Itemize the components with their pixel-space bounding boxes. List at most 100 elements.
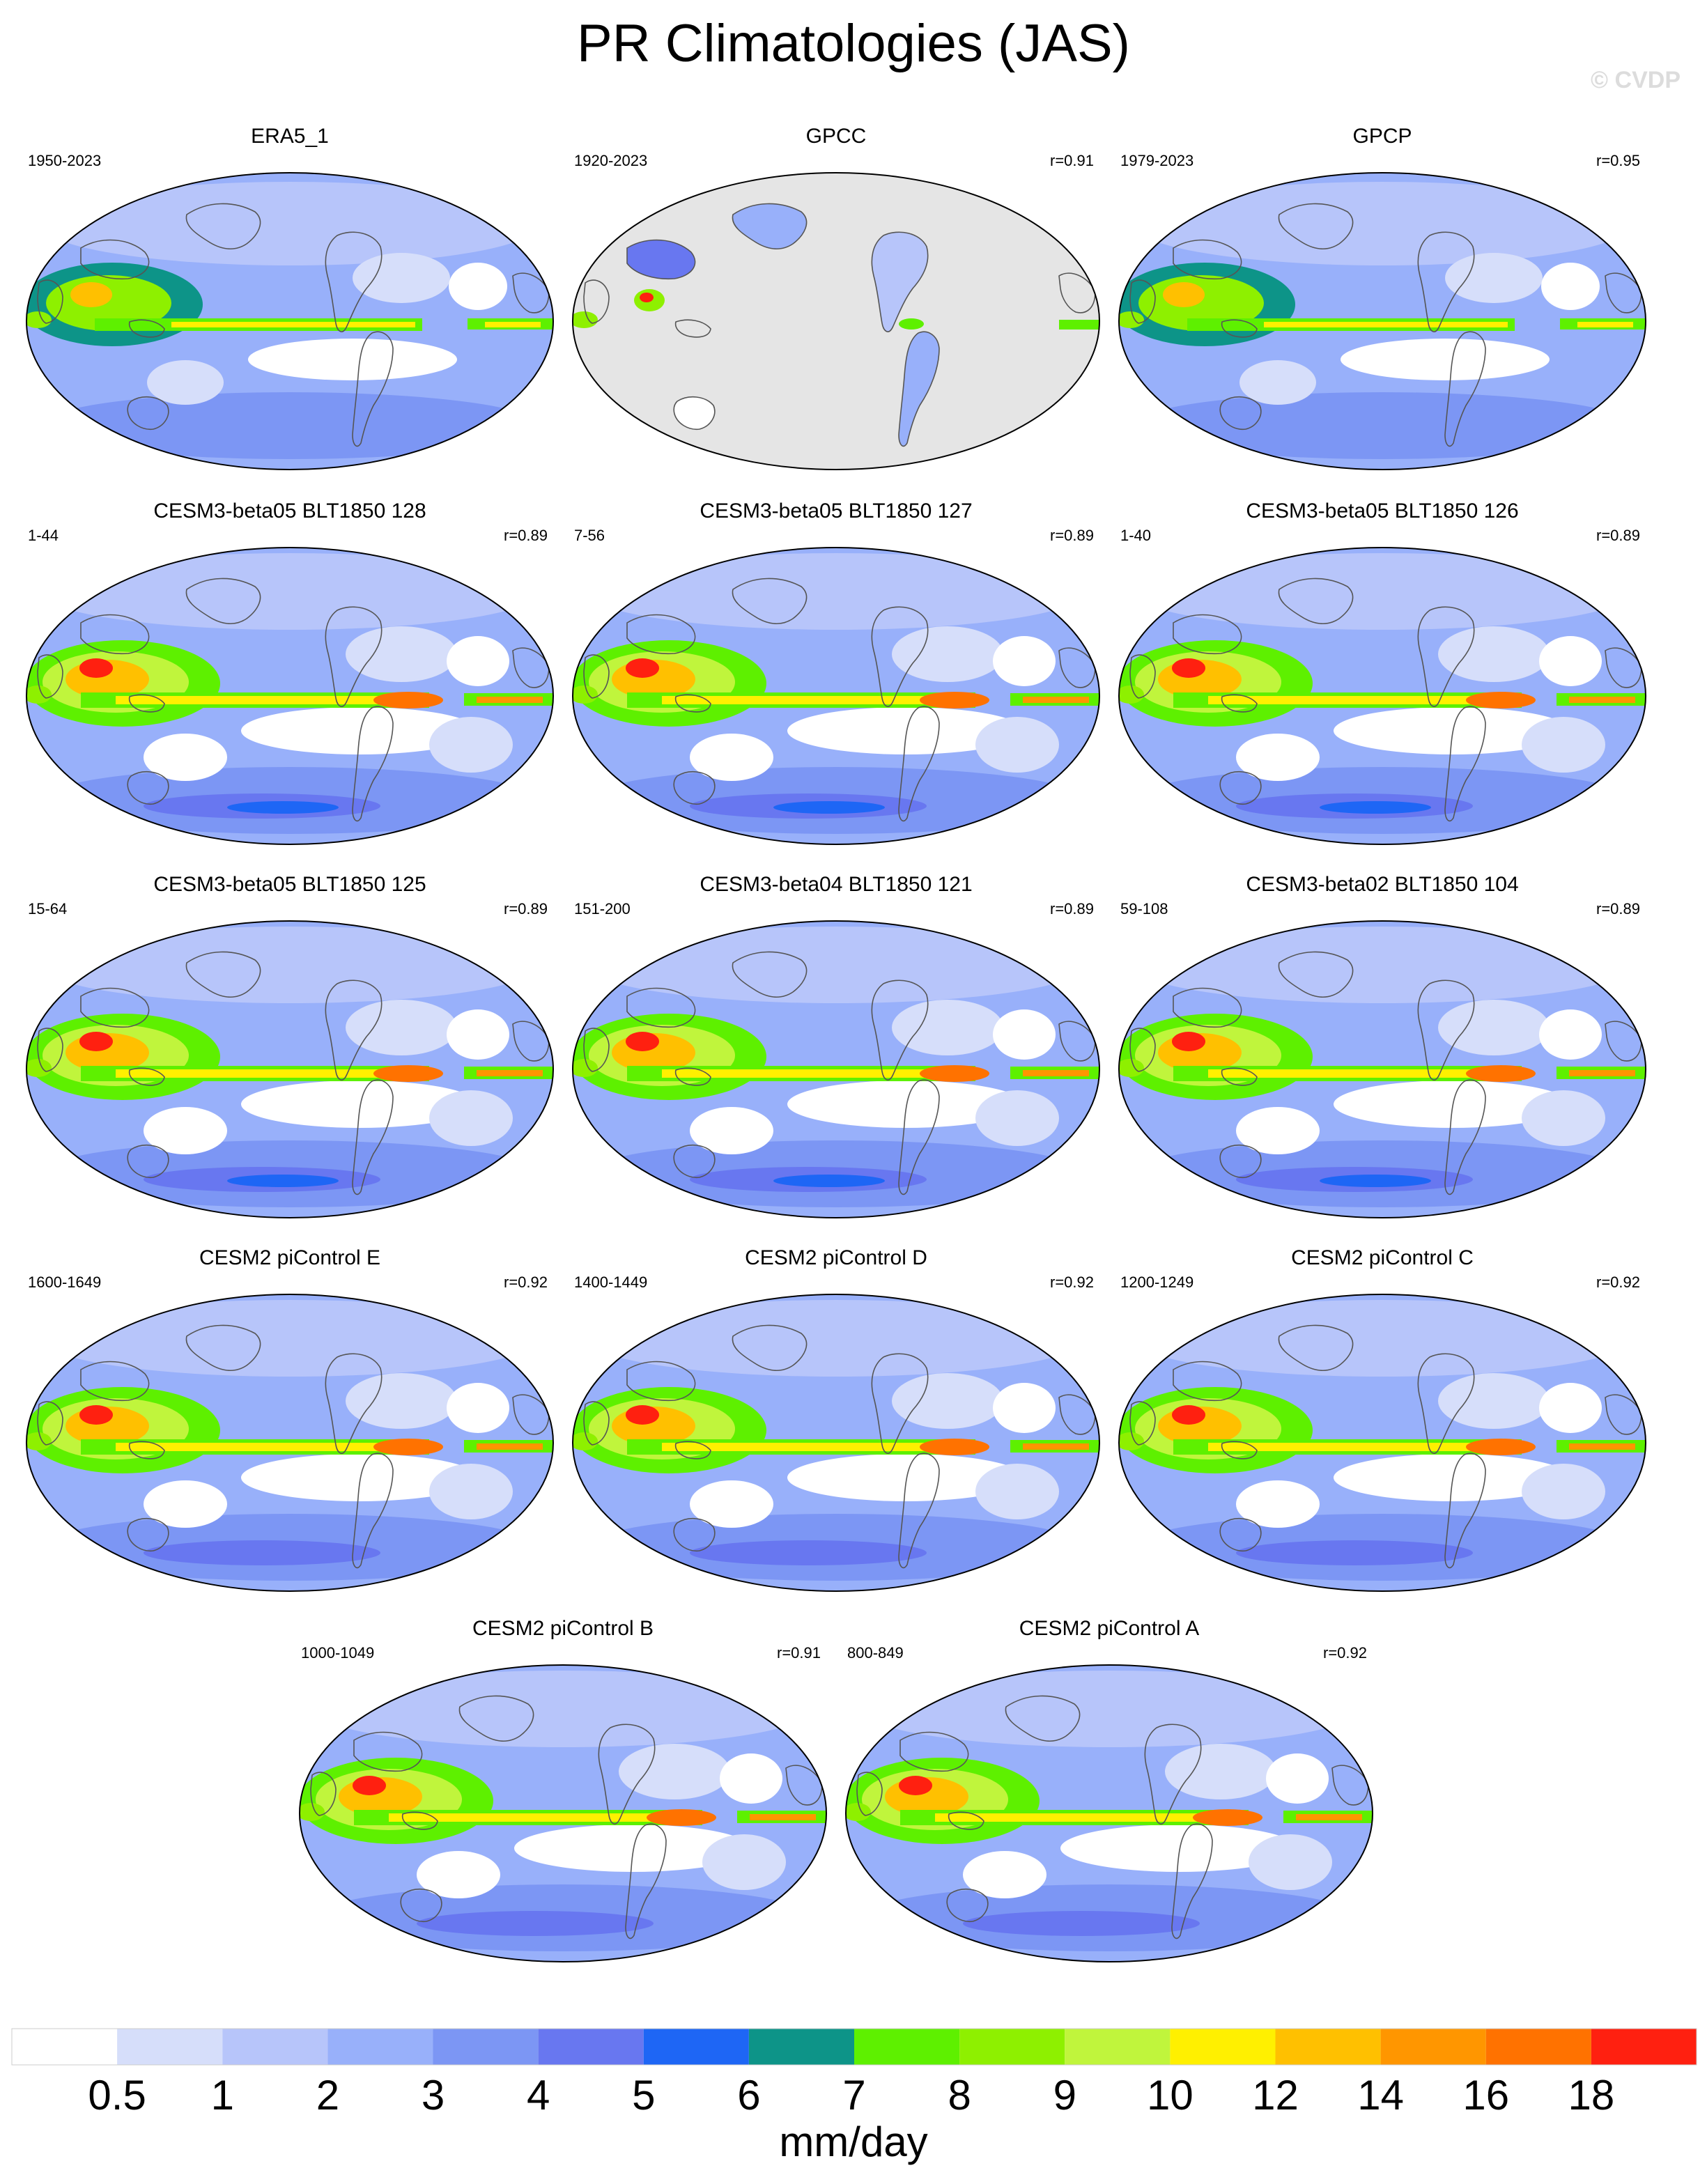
precip-map	[572, 1294, 1100, 1592]
colorbar-tick-label: 4	[527, 2072, 550, 2118]
panel-title: CESM2 piControl A	[1019, 1617, 1200, 1640]
panel-title: CESM3-beta02 BLT1850 104	[1246, 873, 1519, 896]
page-title: PR Climatologies (JAS)	[577, 14, 1130, 73]
map-panel: ERA5_1 1950-2023	[25, 124, 555, 472]
panel-correlation: r=0.91	[777, 1644, 821, 1662]
colorbar-swatch	[538, 2029, 644, 2065]
map-panel: CESM3-beta05 BLT1850 127 7-56 r=0.89	[571, 499, 1101, 847]
map-field	[26, 173, 553, 470]
colorbar-swatch	[643, 2029, 749, 2065]
precip-map	[26, 547, 554, 845]
map-panel: CESM3-beta05 BLT1850 128 1-44 r=0.89	[25, 499, 555, 847]
panel-title: CESM2 piControl C	[1291, 1246, 1474, 1269]
panel-years: 1-40	[1120, 527, 1152, 544]
colorbar-swatch	[12, 2029, 118, 2065]
map-field	[573, 921, 1099, 1218]
map-outline	[1118, 547, 1646, 845]
panel-correlation: r=0.92	[1050, 1273, 1094, 1291]
colorbar-tick-label: 12	[1252, 2072, 1299, 2118]
panel-years: 1920-2023	[574, 152, 648, 169]
map-outline	[572, 920, 1100, 1218]
panel-title: CESM3-beta05 BLT1850 125	[153, 873, 426, 896]
colorbar: 0.5 1 2 3 4 5 6 7 8 9 10 12 14 16 18	[11, 2028, 1697, 2118]
panel-title: CESM3-beta05 BLT1850 128	[153, 499, 426, 522]
panel-correlation: r=0.89	[504, 527, 548, 544]
panel-years: 151-200	[574, 900, 631, 917]
panel-title: GPCC	[805, 125, 867, 148]
map-outline	[1118, 1294, 1646, 1592]
colorbar-swatch	[1065, 2029, 1171, 2065]
panel-correlation: r=0.92	[1596, 1273, 1640, 1291]
map-panel: CESM3-beta05 BLT1850 125 15-64 r=0.89	[25, 872, 555, 1221]
map-outline	[299, 1664, 827, 1962]
colorbar-tick-label: 6	[737, 2072, 760, 2118]
panel-years: 1200-1249	[1120, 1273, 1194, 1291]
colorbar-tick-label: 16	[1462, 2072, 1509, 2118]
map-outline	[572, 1294, 1100, 1592]
colorbar-tick-label: 14	[1357, 2072, 1404, 2118]
colorbar-swatch	[1170, 2029, 1276, 2065]
panel-correlation: r=0.95	[1596, 152, 1640, 169]
colorbar-tick-label: 0.5	[88, 2072, 146, 2118]
precip-map	[572, 172, 1100, 470]
precip-map	[26, 1294, 554, 1592]
colorbar-tick-label: 7	[842, 2072, 865, 2118]
map-field	[573, 1294, 1099, 1591]
colorbar-swatch	[959, 2029, 1065, 2065]
map-outline	[572, 547, 1100, 845]
watermark: © CVDP	[1591, 67, 1681, 93]
panel-title: CESM2 piControl B	[472, 1617, 654, 1640]
map-outline	[26, 920, 554, 1218]
panel-years: 59-108	[1120, 900, 1168, 917]
panel-years: 1979-2023	[1120, 152, 1194, 169]
precip-map	[1118, 172, 1646, 470]
map-panel: CESM2 piControl B 1000-1049 r=0.91	[298, 1616, 828, 1965]
panel-correlation: r=0.92	[504, 1273, 548, 1291]
panel-years: 1-44	[28, 527, 59, 544]
colorbar-swatch	[433, 2029, 539, 2065]
map-panel: CESM2 piControl C 1200-1249 r=0.92	[1118, 1246, 1647, 1594]
colorbar-swatch	[748, 2029, 855, 2065]
panel-title: GPCP	[1352, 125, 1412, 148]
panel-correlation: r=0.89	[1050, 900, 1094, 917]
map-field	[573, 173, 1099, 470]
map-panel: CESM3-beta04 BLT1850 121 151-200 r=0.89	[571, 872, 1101, 1221]
panel-title: CESM3-beta04 BLT1850 121	[700, 873, 973, 896]
map-field	[1119, 548, 1646, 844]
precip-map	[26, 172, 554, 470]
panel-correlation: r=0.91	[1050, 152, 1094, 169]
panel-title: CESM3-beta05 BLT1850 126	[1246, 499, 1519, 522]
colorbar-tick-label: 8	[948, 2072, 971, 2118]
panel-years: 1950-2023	[28, 152, 102, 169]
panel-correlation: r=0.92	[1323, 1644, 1367, 1662]
panel-years: 1400-1449	[574, 1273, 648, 1291]
colorbar-swatch	[117, 2029, 223, 2065]
map-panel: CESM3-beta02 BLT1850 104 59-108 r=0.89	[1118, 872, 1647, 1221]
map-panel: CESM2 piControl E 1600-1649 r=0.92	[25, 1246, 555, 1594]
map-outline	[26, 172, 554, 470]
map-field	[573, 548, 1099, 844]
map-field	[1119, 173, 1646, 470]
colorbar-unit-label: mm/day	[779, 2119, 928, 2165]
map-field	[26, 548, 553, 844]
map-field	[1119, 1294, 1646, 1591]
colorbar-frame	[11, 2028, 1697, 2066]
colorbar-swatch	[327, 2029, 433, 2065]
map-outline	[1118, 920, 1646, 1218]
colorbar-tick-label: 9	[1053, 2072, 1076, 2118]
colorbar-tick-label: 18	[1568, 2072, 1615, 2118]
colorbar-swatch	[1485, 2029, 1591, 2065]
map-field	[300, 1665, 826, 1962]
panel-correlation: r=0.89	[1596, 900, 1640, 917]
panel-title: CESM2 piControl D	[745, 1246, 927, 1269]
precip-map	[26, 920, 554, 1218]
colorbar-tick-label: 3	[422, 2072, 445, 2118]
panel-correlation: r=0.89	[1596, 527, 1640, 544]
colorbar-tick-label: 10	[1147, 2072, 1194, 2118]
panel-correlation: r=0.89	[504, 900, 548, 917]
map-panel: CESM2 piControl D 1400-1449 r=0.92	[571, 1246, 1101, 1594]
colorbar-swatch	[1275, 2029, 1381, 2065]
colorbar-swatch	[1591, 2029, 1697, 2065]
map-outline	[26, 547, 554, 845]
colorbar-swatch	[854, 2029, 960, 2065]
